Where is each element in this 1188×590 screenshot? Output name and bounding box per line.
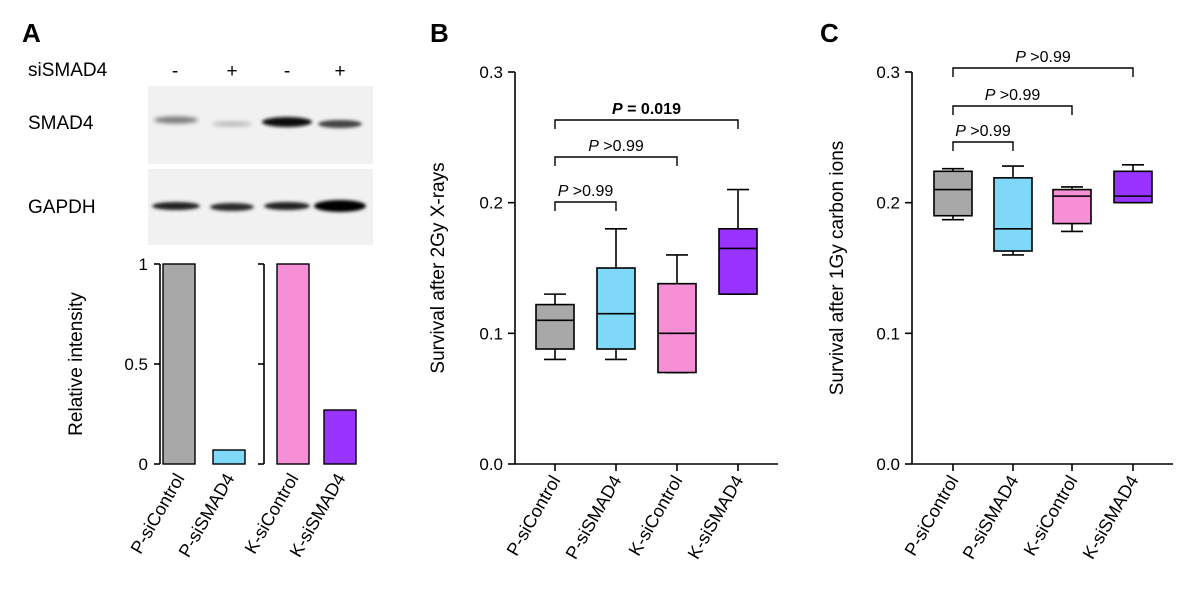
chart-b-box-k-sismad4 <box>718 228 758 295</box>
smad4-band-1 <box>154 116 198 124</box>
chart-b-comparison-bracket-1 <box>554 201 617 211</box>
chart-c-y-tick-label: 0.3 <box>876 63 900 82</box>
chart-b-box-p-sismad4 <box>596 267 636 350</box>
chart-b-comparison-label-1: P >0.99 <box>558 183 614 200</box>
chart-b-comparison-bracket-3 <box>554 119 739 129</box>
panel-label-a: A <box>22 18 41 48</box>
chart-c-comparison-label-3: P >0.99 <box>1015 49 1071 66</box>
chart-a-y-tick-label: 0.5 <box>124 355 148 374</box>
chart-c-category-label: P-siSMAD4 <box>959 472 1023 563</box>
chart-b-category-label: P-siControl <box>503 472 565 559</box>
chart-b-category-label: K-siSMAD4 <box>684 472 748 563</box>
chart-c-comparison-label-2: P >0.99 <box>985 87 1041 104</box>
chart-b-category-label: K-siControl <box>625 472 687 559</box>
chart-a-y-tick-label: 1 <box>139 255 148 274</box>
chart-a-y-axis-title: Relative intensity <box>66 292 87 436</box>
chart-c-y-tick-label: 0.0 <box>876 455 900 474</box>
chart-b-y-tick-label: 0.2 <box>479 194 503 213</box>
panel-label-c: C <box>820 18 839 48</box>
chart-c-box-k-sicontrol <box>1052 188 1092 225</box>
chart-b-comparison-label-2: P >0.99 <box>588 138 644 155</box>
smad4-band-3 <box>262 117 312 127</box>
smad4-band-2 <box>212 121 252 127</box>
chart-a-bar-k-sicontrol <box>276 263 310 465</box>
chart-c-comparison-bracket-3 <box>952 67 1134 77</box>
chart-c-y-tick-label: 0.2 <box>876 194 900 213</box>
chart-b-comparison-label-3: P = 0.019 <box>612 101 681 118</box>
chart-c-box-k-sismad4 <box>1113 170 1153 204</box>
chart-b-y-tick-label: 0.3 <box>479 63 503 82</box>
panel-label-b: B <box>430 18 449 48</box>
gapdh-band-1 <box>152 202 200 210</box>
chart-a-bar-k-sismad4 <box>323 409 357 465</box>
gapdh-band-2 <box>210 203 254 211</box>
chart-b-box-k-sicontrol <box>657 282 697 374</box>
chart-c-carbon-survival: 0.0 0.1 0.2 0.3 Survival after 1Gy carbon io… <box>827 49 1173 563</box>
chart-a-y-tick-label: 0 <box>139 455 148 474</box>
lane-sign-2: + <box>226 61 237 82</box>
chart-a-bar-p-sicontrol <box>162 263 196 465</box>
chart-a-bar-p-sismad4 <box>212 449 246 465</box>
chart-c-y-tick-label: 0.1 <box>876 324 900 343</box>
chart-b-y-tick-label: 0.0 <box>479 455 503 474</box>
treatment-label: siSMAD4 <box>28 60 108 81</box>
chart-b-box-p-sicontrol <box>535 303 575 350</box>
chart-c-category-label: K-siControl <box>1020 472 1082 559</box>
chart-c-category-label: P-siControl <box>901 472 963 559</box>
band-label-gapdh: GAPDH <box>28 197 96 218</box>
smad4-band-4 <box>318 120 362 128</box>
chart-c-comparison-bracket-2 <box>952 105 1073 115</box>
chart-c-comparison-bracket-1 <box>952 141 1014 151</box>
gapdh-band-3 <box>264 202 310 210</box>
chart-b-category-label: P-siSMAD4 <box>562 472 626 563</box>
chart-b-comparison-bracket-2 <box>554 156 678 166</box>
band-label-smad4: SMAD4 <box>28 113 94 134</box>
chart-b-xray-survival: 0.0 0.1 0.2 0.3 Survival after 2Gy X-rays P-s… <box>428 63 778 563</box>
chart-c-y-axis-title: Survival after 1Gy carbon ions <box>827 141 848 396</box>
chart-c-category-label: K-siSMAD4 <box>1079 472 1143 563</box>
western-blot: siSMAD4 - + - + SMAD4 GAPDH <box>28 60 373 245</box>
lane-sign-4: + <box>334 61 345 82</box>
gapdh-band-4 <box>314 200 366 212</box>
lane-sign-1: - <box>172 61 178 82</box>
lane-sign-3: - <box>284 61 290 82</box>
chart-c-box-p-sicontrol <box>933 170 973 217</box>
chart-c-comparison-label-1: P >0.99 <box>955 123 1011 140</box>
chart-c-box-p-sismad4 <box>993 177 1033 252</box>
chart-b-y-axis-title: Survival after 2Gy X-rays <box>428 162 449 373</box>
chart-b-y-tick-label: 0.1 <box>479 324 503 343</box>
